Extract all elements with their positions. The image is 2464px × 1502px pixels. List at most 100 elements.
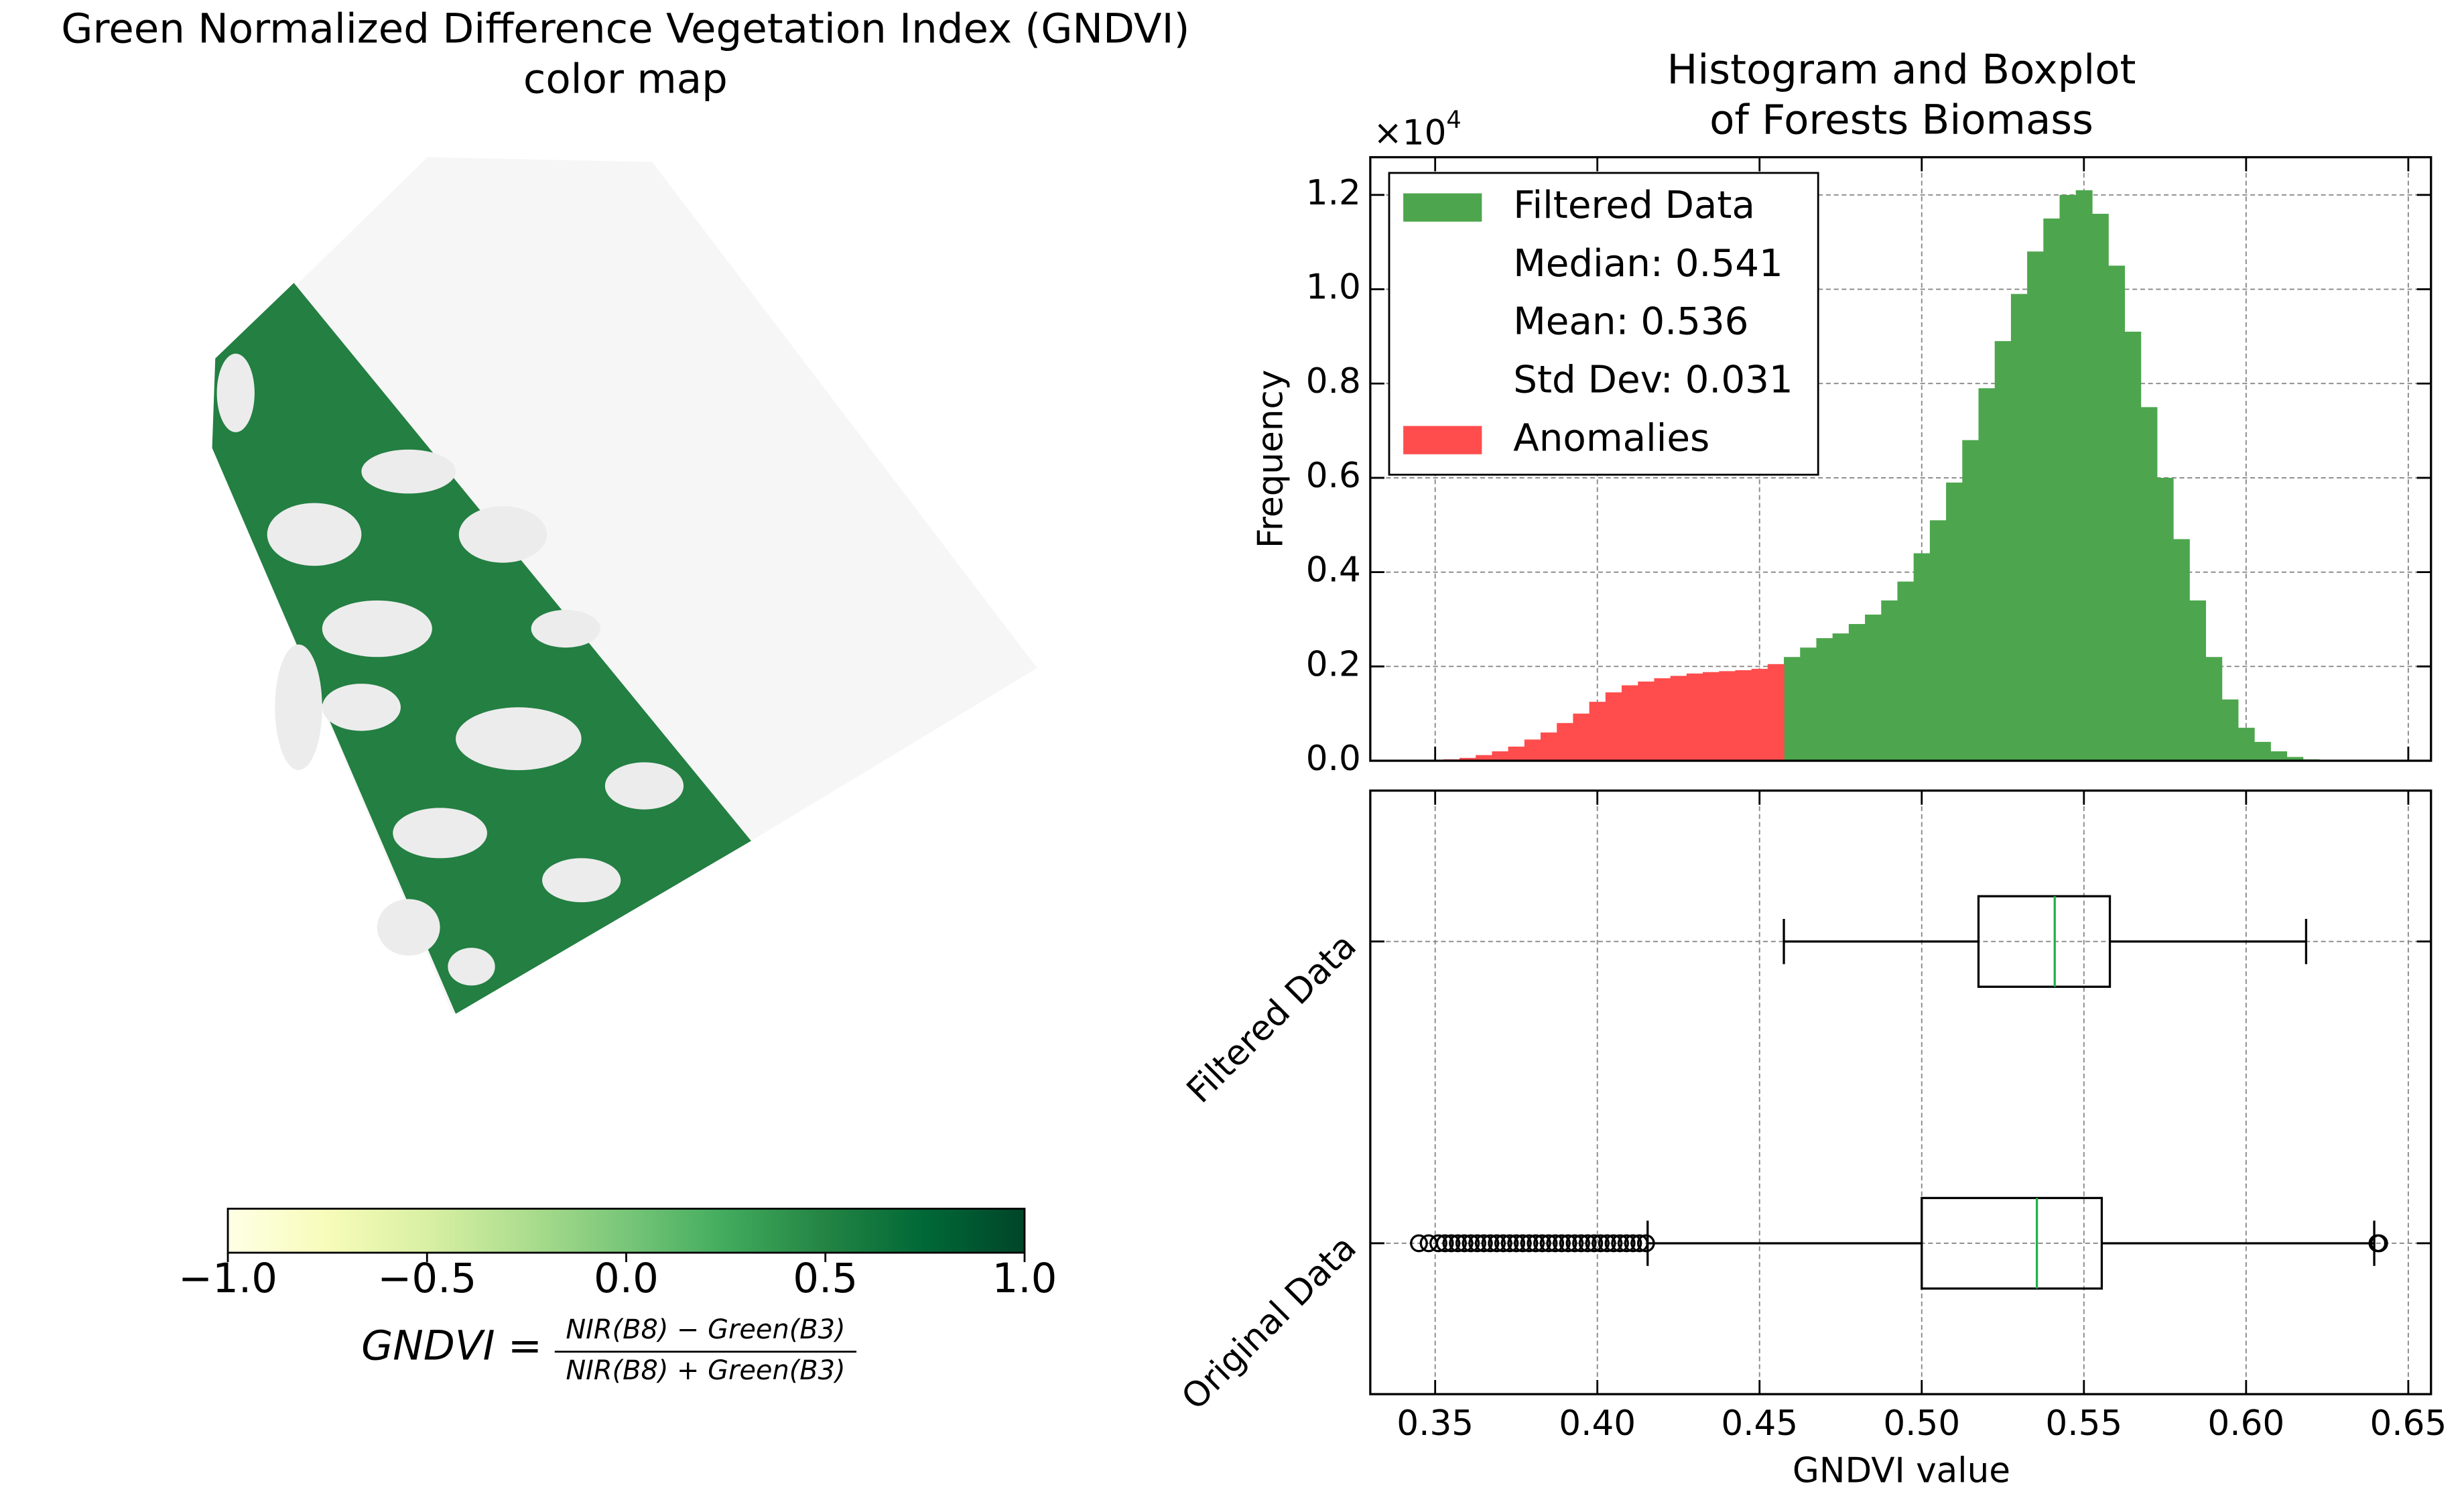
- histogram-bar: [1557, 723, 1574, 761]
- hist-title: Histogram and Boxplot: [1667, 46, 2136, 94]
- formula-numerator: NIR(B8) − Green(B3): [566, 1314, 845, 1345]
- histogram-bar: [1832, 633, 1850, 761]
- histogram-bar: [2270, 751, 2288, 761]
- flier: [1565, 1234, 1584, 1253]
- flier: [1474, 1234, 1493, 1253]
- y-tick-label: Filtered Data: [1179, 926, 1364, 1111]
- histogram-bar: [1913, 553, 1931, 761]
- map-title: Green Normalized Difference Vegetation I…: [61, 5, 1189, 53]
- histogram-bar: [2027, 251, 2045, 761]
- histogram-bar: [1573, 713, 1590, 761]
- y-tick-label: 0.6: [1306, 456, 1361, 496]
- y-offset-base: ×10: [1374, 113, 1447, 153]
- histogram-bar: [1897, 581, 1915, 761]
- histogram-bar: [2075, 190, 2093, 761]
- plots: −1.0 −0.5 0.0 0.5 1.0 0.0 0.2 0.4 0.6 0.8 1.0 1.2 Fi…: [178, 155, 2447, 1444]
- histogram-bar: [1719, 671, 1736, 761]
- flier: [1527, 1234, 1545, 1253]
- legend-label: Filtered Data: [1513, 184, 1755, 227]
- flier: [1410, 1234, 1428, 1253]
- flier: [1455, 1234, 1474, 1253]
- histogram-bar: [1605, 692, 1622, 761]
- histogram-bar: [1703, 672, 1720, 761]
- histogram-bar: [1735, 670, 1752, 761]
- box: [1921, 1196, 2103, 1290]
- histogram-bar: [1492, 751, 1509, 761]
- histogram-bar: [2205, 657, 2223, 761]
- legend-label: Anomalies: [1513, 416, 1709, 460]
- legend-frame: [1388, 172, 1819, 476]
- histogram-bar: [1767, 664, 1785, 761]
- y-tick-label: 0.0: [1306, 739, 1361, 779]
- flier: [1546, 1234, 1565, 1253]
- flier: [1598, 1234, 1616, 1253]
- flier: [1572, 1234, 1590, 1253]
- histogram-bar: [1978, 388, 1996, 761]
- histogram-bar: [1524, 739, 1541, 761]
- histogram-bar: [2238, 727, 2255, 761]
- y-tick-label: 0.4: [1306, 550, 1361, 590]
- flier: [1449, 1234, 1467, 1253]
- histogram-bar: [2286, 757, 2304, 761]
- x-tick-label: 0.35: [1397, 1403, 1474, 1444]
- histogram-bar: [2156, 477, 2174, 761]
- histogram-bar: [1994, 340, 2012, 761]
- flier: [1611, 1234, 1629, 1253]
- formula-lhs: GNDVI =: [361, 1322, 542, 1370]
- x-tick-label: 0.65: [2370, 1403, 2447, 1444]
- histogram-bar: [1946, 482, 1963, 761]
- x-tick-label: 0.40: [1559, 1403, 1636, 1444]
- colorbar-tick-label: −1.0: [178, 1255, 277, 1302]
- histogram-bar: [1751, 668, 1768, 761]
- flier: [1539, 1234, 1558, 1253]
- flier: [1604, 1234, 1623, 1253]
- histogram-bar: [2173, 539, 2190, 761]
- formula-denominator: NIR(B8) + Green(B3): [566, 1355, 845, 1386]
- y-offset-exponent: 4: [1446, 107, 1461, 134]
- histogram-bar: [1540, 732, 1557, 761]
- histogram-bar: [2091, 213, 2109, 761]
- x-tick-label: 0.55: [2045, 1403, 2122, 1444]
- histogram-bar: [1459, 757, 1476, 761]
- hist-title: of Forests Biomass: [1709, 97, 2093, 144]
- x-tick-label: 0.50: [1883, 1403, 1960, 1444]
- colorbar: [226, 1207, 1026, 1254]
- colorbar-tick-label: 0.0: [594, 1255, 659, 1302]
- histogram-bar: [2254, 741, 2271, 761]
- histogram-bar: [2221, 699, 2239, 761]
- colorbar-tick-label: 0.5: [793, 1255, 858, 1302]
- flier: [1533, 1234, 1551, 1253]
- flier: [1585, 1234, 1604, 1253]
- flier: [1507, 1234, 1526, 1253]
- box: [1977, 895, 2112, 988]
- map-title: color map: [523, 56, 728, 103]
- y-tick-label: 1.0: [1306, 267, 1361, 308]
- flier: [1520, 1234, 1539, 1253]
- histogram-bar: [1848, 624, 1866, 761]
- flier: [1468, 1234, 1486, 1253]
- histogram-bar: [1962, 440, 1980, 761]
- y-axis-label: Frequency: [1250, 370, 1291, 548]
- flier: [1617, 1234, 1636, 1253]
- flier: [1624, 1234, 1642, 1253]
- axes-frame: [1369, 789, 2433, 1395]
- histogram-bar: [2108, 265, 2126, 761]
- histogram-bar: [1816, 638, 1833, 761]
- legend-stat: Median: 0.541: [1513, 242, 1783, 286]
- histogram-bar: [1476, 755, 1493, 761]
- flier: [1442, 1234, 1461, 1253]
- flier: [1592, 1234, 1610, 1253]
- flier: [1429, 1234, 1447, 1253]
- y-tick-label: 1.2: [1306, 173, 1361, 213]
- x-tick-label: 0.45: [1721, 1403, 1798, 1444]
- flier: [1488, 1234, 1506, 1253]
- histogram-bar: [1670, 676, 1687, 761]
- flier: [1481, 1234, 1500, 1253]
- x-tick-label: 0.60: [2207, 1403, 2284, 1444]
- axes-frame: [1369, 155, 2433, 762]
- flier: [1559, 1234, 1577, 1253]
- flier: [1636, 1234, 1655, 1253]
- flier: [1462, 1234, 1480, 1253]
